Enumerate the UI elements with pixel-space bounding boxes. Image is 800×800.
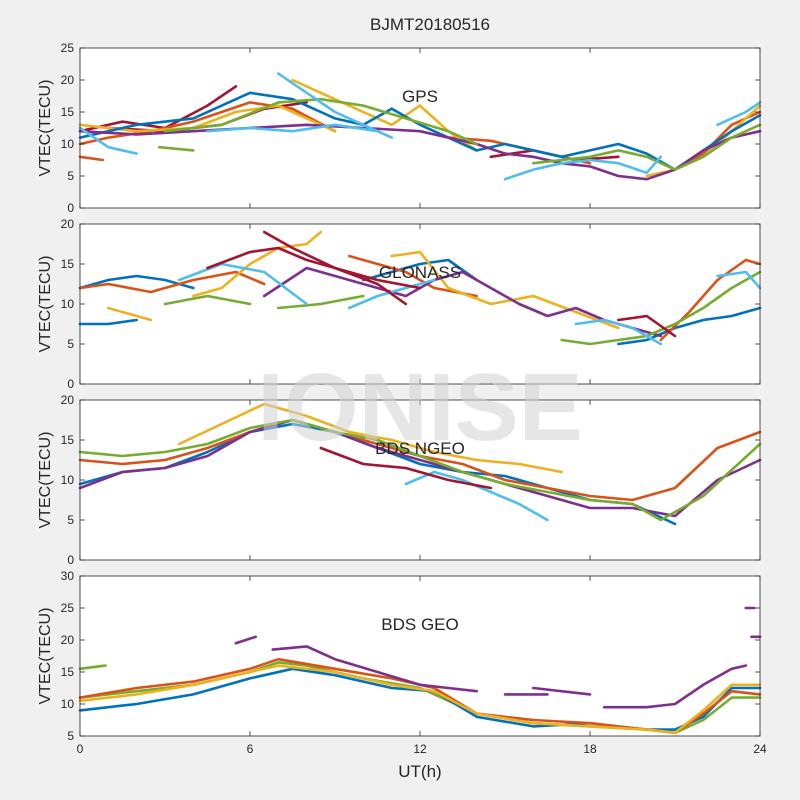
series-line [361, 258, 479, 282]
series-line [616, 314, 677, 338]
panel-title: BDS GEO [381, 615, 458, 634]
series-line [158, 145, 195, 152]
series-line [319, 446, 493, 490]
y-tick-label: 10 [61, 137, 75, 151]
series-line [531, 686, 592, 696]
y-tick-label: 15 [61, 665, 75, 679]
series-line [78, 155, 104, 162]
series-line [78, 664, 762, 735]
series-group [78, 402, 762, 526]
series-line [347, 278, 436, 310]
series-line [602, 664, 748, 709]
series-line [262, 230, 408, 306]
x-tick-label: 6 [247, 742, 254, 756]
subplot-2: 0 5 10 15 20 VTEC(TECU) GLONASS [37, 217, 762, 391]
series-line [531, 123, 762, 171]
x-axis-label: UT(h) [398, 762, 441, 781]
y-tick-label: 0 [67, 377, 74, 391]
series-line [78, 664, 107, 671]
y-axis-label: VTEC(TECU) [37, 80, 54, 177]
x-tick-label: 24 [753, 742, 767, 756]
series-line [347, 254, 479, 298]
series-line [560, 270, 762, 346]
y-tick-label: 5 [67, 169, 74, 183]
series-line [177, 262, 309, 306]
y-tick-label: 25 [61, 601, 75, 615]
series-line [206, 246, 422, 290]
plot-area [80, 224, 760, 384]
series-line [78, 418, 762, 522]
series-line [163, 294, 252, 306]
series-line [716, 270, 762, 290]
y-tick-label: 20 [61, 633, 75, 647]
series-line [107, 306, 153, 322]
x-tick-label: 12 [413, 742, 427, 756]
figure-title: BJMT20180516 [370, 15, 490, 34]
y-tick-label: 5 [67, 337, 74, 351]
y-tick-label: 20 [61, 393, 75, 407]
y-tick-label: 5 [67, 513, 74, 527]
subplot-3: 0 5 10 15 20 VTEC(TECU) BDS NGEO [37, 393, 762, 567]
y-tick-label: 10 [61, 473, 75, 487]
y-tick-label: 5 [67, 729, 74, 743]
series-line [716, 101, 762, 127]
subplot-4: 5 10 15 20 25 30 0 6 12 18 24 VTEC(TECU) BDS GEO UT(h… [37, 569, 767, 781]
panel-title: BDS NGEO [375, 439, 465, 458]
series-group [78, 72, 762, 181]
series-line [206, 123, 379, 133]
y-tick-label: 10 [61, 697, 75, 711]
series-line [78, 274, 195, 290]
series-line [192, 230, 323, 298]
x-tick-label: 18 [583, 742, 597, 756]
series-line [234, 635, 257, 645]
y-tick-label: 30 [61, 569, 75, 583]
y-tick-label: 25 [61, 41, 75, 55]
series-line [177, 402, 564, 474]
plot-area [80, 400, 760, 560]
series-line [276, 294, 365, 310]
watermark-text: IONISE [257, 354, 582, 461]
series-line [78, 104, 337, 133]
panel-title: GPS [402, 87, 438, 106]
series-line [78, 126, 138, 155]
series-line [78, 318, 138, 326]
series-line [78, 101, 337, 146]
series-group [78, 606, 762, 735]
y-tick-label: 0 [67, 553, 74, 567]
series-line [163, 97, 479, 146]
series-line [574, 318, 663, 346]
y-axis-label: VTEC(TECU) [37, 608, 54, 705]
y-axis-label: VTEC(TECU) [37, 256, 54, 353]
x-tick-label: 0 [77, 742, 84, 756]
subplot-1: 0 5 10 15 20 25 VTEC(TECU) GPS [37, 41, 762, 215]
y-tick-label: 15 [61, 105, 75, 119]
series-line [503, 155, 663, 181]
y-axis-label: VTEC(TECU) [37, 432, 54, 529]
series-group [78, 230, 762, 346]
y-tick-label: 20 [61, 217, 75, 231]
y-tick-label: 0 [67, 201, 74, 215]
plot-area [80, 576, 760, 736]
panel-title: GLONASS [379, 263, 461, 282]
y-tick-label: 20 [61, 73, 75, 87]
series-line [78, 270, 266, 294]
series-line [78, 91, 394, 139]
series-line [616, 306, 762, 346]
y-tick-label: 15 [61, 433, 75, 447]
series-line [390, 250, 620, 330]
y-tick-label: 15 [61, 257, 75, 271]
series-line [271, 645, 479, 693]
y-tick-label: 10 [61, 297, 75, 311]
series-line [276, 72, 394, 139]
